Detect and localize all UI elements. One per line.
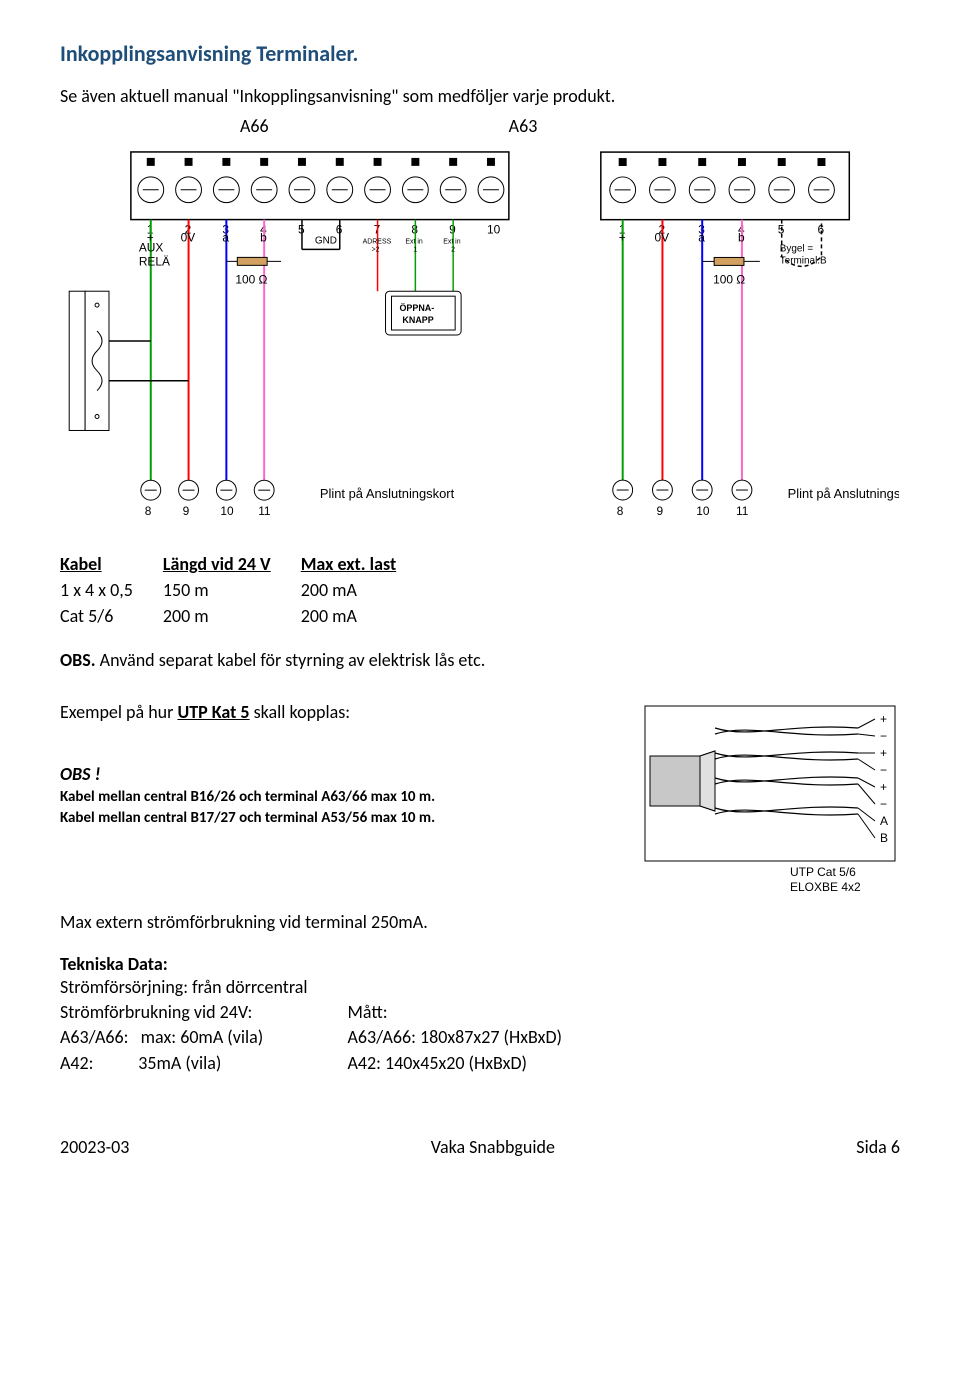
svg-text:11: 11 xyxy=(736,504,749,518)
label-a63: A63 xyxy=(509,115,538,137)
svg-text:+: + xyxy=(880,712,887,726)
utp-note-1: Kabel mellan central B16/26 och terminal… xyxy=(60,787,600,808)
svg-text:Ext in: Ext in xyxy=(443,238,461,245)
utp-section: Exempel på hur UTP Kat 5 skall kopplas: … xyxy=(60,701,900,891)
table-cell: 200 mA xyxy=(301,603,426,629)
svg-text:a: a xyxy=(222,230,229,244)
table-cell: Cat 5/6 xyxy=(60,603,163,629)
table-cell: 200 m xyxy=(163,603,301,629)
obs-separate-cable: OBS. Använd separat kabel för styrning a… xyxy=(60,649,900,671)
tech-col2-heading: Mått: xyxy=(347,1000,562,1025)
svg-text:10: 10 xyxy=(220,504,234,518)
tech-line: A42: 140x45x20 (HxBxD) xyxy=(347,1051,562,1076)
svg-text:Ext in: Ext in xyxy=(405,238,423,245)
tech-col-1: Strömförsörjning: från dörrcentral Ström… xyxy=(60,975,307,1076)
svg-text:ELQXBE 4x2: ELQXBE 4x2 xyxy=(790,880,861,891)
page-title: Inkopplingsanvisning Terminaler. xyxy=(60,40,900,67)
svg-text:Bygel =: Bygel = xyxy=(780,243,814,254)
svg-text:11: 11 xyxy=(258,504,271,518)
footer-right: Sida 6 xyxy=(856,1136,900,1158)
diagram-a66: 12345678910 100 Ω GND ADRESS>2 Ext in1 E… xyxy=(60,141,530,521)
svg-text:10: 10 xyxy=(696,504,710,518)
table-row: 1 x 4 x 0,5150 m200 mA xyxy=(60,577,426,603)
table-cell: 1 x 4 x 0,5 xyxy=(60,577,163,603)
utp-heading: Exempel på hur UTP Kat 5 skall kopplas: xyxy=(60,701,600,723)
cable-table: KabelLängd vid 24 VMax ext. last 1 x 4 x… xyxy=(60,551,426,629)
subtitle: Se även aktuell manual "Inkopplingsanvis… xyxy=(60,85,900,107)
svg-text:−: − xyxy=(880,797,887,811)
svg-text:0V: 0V xyxy=(654,231,669,245)
svg-text:−: − xyxy=(880,729,887,743)
table-header: Max ext. last xyxy=(301,551,426,577)
svg-text:+: + xyxy=(619,231,626,245)
tech-line: Strömförsörjning: från dörrcentral xyxy=(60,975,307,1000)
svg-text:ÖPPNA-: ÖPPNA- xyxy=(399,303,434,313)
svg-text:100 Ω: 100 Ω xyxy=(713,272,745,286)
a66-gnd-label: GND xyxy=(315,235,337,246)
a66-resistor-label: 100 Ω xyxy=(235,272,267,286)
svg-text:KNAPP: KNAPP xyxy=(402,315,433,325)
tech-line: Strömförbrukning vid 24V: xyxy=(60,1000,307,1025)
utp-obs: OBS ! xyxy=(60,763,600,785)
max-external-load: Max extern strömförbrukning vid terminal… xyxy=(60,911,900,933)
table-row: Cat 5/6200 m200 mA xyxy=(60,603,426,629)
svg-text:8: 8 xyxy=(617,504,624,518)
tech-line: A63/A66: 180x87x27 (HxBxD) xyxy=(347,1025,562,1050)
svg-text:9: 9 xyxy=(183,504,190,518)
utp-diagram: + − + − + − AB UTP Cat 5/6 ELQXBE 4x2 xyxy=(640,701,900,891)
svg-text:ADRESS: ADRESS xyxy=(363,238,392,245)
svg-text:a: a xyxy=(698,231,705,245)
svg-text:b: b xyxy=(738,231,745,245)
svg-text:A: A xyxy=(880,814,888,828)
a66-bottom-label: Plint på Anslutningskort xyxy=(320,486,455,501)
svg-text:+: + xyxy=(147,230,154,244)
svg-text:−: − xyxy=(880,763,887,777)
tech-line: A42: 35mA (vila) xyxy=(60,1051,307,1076)
svg-text:1: 1 xyxy=(413,246,417,253)
tech-line: A63/A66: max: 60mA (vila) xyxy=(60,1025,307,1050)
svg-text:10: 10 xyxy=(487,223,501,237)
utp-note-2: Kabel mellan central B17/27 och terminal… xyxy=(60,808,600,829)
footer-center: Vaka Snabbguide xyxy=(431,1136,555,1158)
wiring-diagrams: 12345678910 100 Ω GND ADRESS>2 Ext in1 E… xyxy=(60,141,900,521)
svg-text:8: 8 xyxy=(145,504,152,518)
label-a66: A66 xyxy=(240,115,269,137)
page-footer: 20023-03 Vaka Snabbguide Sida 6 xyxy=(60,1136,900,1158)
svg-text:+: + xyxy=(880,780,887,794)
svg-text:Terminal.B: Terminal.B xyxy=(780,255,827,266)
table-cell: 150 m xyxy=(163,577,301,603)
a63-bottom-label: Plint på Anslutningskort xyxy=(788,486,900,501)
tech-data-heading: Tekniska Data: xyxy=(60,953,900,975)
tech-data-columns: Strömförsörjning: från dörrcentral Ström… xyxy=(60,975,900,1076)
svg-text:+: + xyxy=(880,746,887,760)
tech-col-2: Mått: A63/A66: 180x87x27 (HxBxD) A42: 14… xyxy=(347,975,562,1076)
table-cell: 200 mA xyxy=(301,577,426,603)
svg-text:9: 9 xyxy=(656,504,663,518)
footer-left: 20023-03 xyxy=(60,1136,129,1158)
svg-text:0V: 0V xyxy=(181,230,196,244)
table-header: Kabel xyxy=(60,551,163,577)
svg-text:RELÄ: RELÄ xyxy=(139,254,170,268)
diagram-header-row: A66 A63 xyxy=(60,115,900,137)
svg-text:B: B xyxy=(880,831,888,845)
table-header: Längd vid 24 V xyxy=(163,551,301,577)
svg-text:2: 2 xyxy=(451,246,455,253)
svg-text:UTP Cat 5/6: UTP Cat 5/6 xyxy=(790,865,856,879)
diagram-a63: 123456 100 Ω Bygel = Terminal.B + 0V a b… xyxy=(570,141,900,521)
svg-text:b: b xyxy=(260,230,267,244)
svg-text:>2: >2 xyxy=(372,246,380,253)
